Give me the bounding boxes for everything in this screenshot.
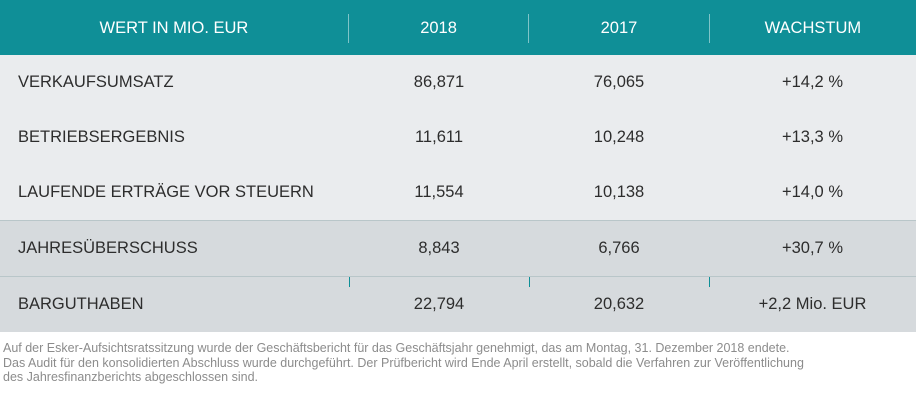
table-row: VERKAUFSUMSATZ 86,871 76,065 +14,2 % xyxy=(0,55,916,110)
row-value-2017: 76,065 xyxy=(593,73,645,91)
header-growth: WACHSTUM xyxy=(708,14,916,43)
footnote-line: des Jahresfinanzberichts abgeschlossen s… xyxy=(3,370,259,384)
row-growth: +2,2 Mio. EUR xyxy=(758,295,867,313)
row-value-2018: 86,871 xyxy=(413,73,465,91)
row-label: BARGUTHABEN xyxy=(18,295,144,313)
table-row: LAUFENDE ERTRÄGE VOR STEUERN 11,554 10,1… xyxy=(0,165,916,220)
row-label: JAHRESÜBERSCHUSS xyxy=(18,239,198,257)
row-label: LAUFENDE ERTRÄGE VOR STEUERN xyxy=(18,183,314,201)
row-growth: +30,7 % xyxy=(781,239,843,257)
header-2018: 2018 xyxy=(347,14,528,43)
row-value-2018: 11,611 xyxy=(414,128,464,146)
row-value-2017: 6,766 xyxy=(598,239,640,257)
row-value-2018: 8,843 xyxy=(418,239,460,257)
header-2017: 2017 xyxy=(528,14,708,43)
row-label: VERKAUFSUMSATZ xyxy=(18,73,174,91)
row-value-2018: 22,794 xyxy=(413,295,465,313)
table-header: WERT IN MIO. EUR 2018 2017 WACHSTUM xyxy=(0,0,916,55)
row-growth: +14,0 % xyxy=(781,183,843,201)
column-divider-mark xyxy=(349,277,350,287)
row-label: BETRIEBSERGEBNIS xyxy=(18,128,185,146)
row-value-2017: 10,248 xyxy=(593,128,645,146)
header-label: WERT IN MIO. EUR xyxy=(99,19,249,37)
row-value-2018: 11,554 xyxy=(414,183,464,201)
row-value-2017: 20,632 xyxy=(593,295,645,313)
row-growth: +13,3 % xyxy=(781,128,843,146)
table-row: JAHRESÜBERSCHUSS 8,843 6,766 +30,7 % xyxy=(0,220,916,276)
row-growth: +14,2 % xyxy=(781,73,843,91)
footnote: Auf der Esker-Aufsichtsratssitzung wurde… xyxy=(3,341,903,385)
row-value-2017: 10,138 xyxy=(593,183,645,201)
footnote-line: Das Audit für den konsolidierten Abschlu… xyxy=(3,355,804,370)
table-row: BETRIEBSERGEBNIS 11,611 10,248 +13,3 % xyxy=(0,110,916,165)
column-divider-mark xyxy=(709,277,710,287)
financial-table: WERT IN MIO. EUR 2018 2017 WACHSTUM VERK… xyxy=(0,0,916,332)
column-divider-mark xyxy=(529,277,530,287)
footnote-line: Auf der Esker-Aufsichtsratssitzung wurde… xyxy=(3,341,790,355)
table-row: BARGUTHABEN 22,794 20,632 +2,2 Mio. EUR xyxy=(0,276,916,332)
